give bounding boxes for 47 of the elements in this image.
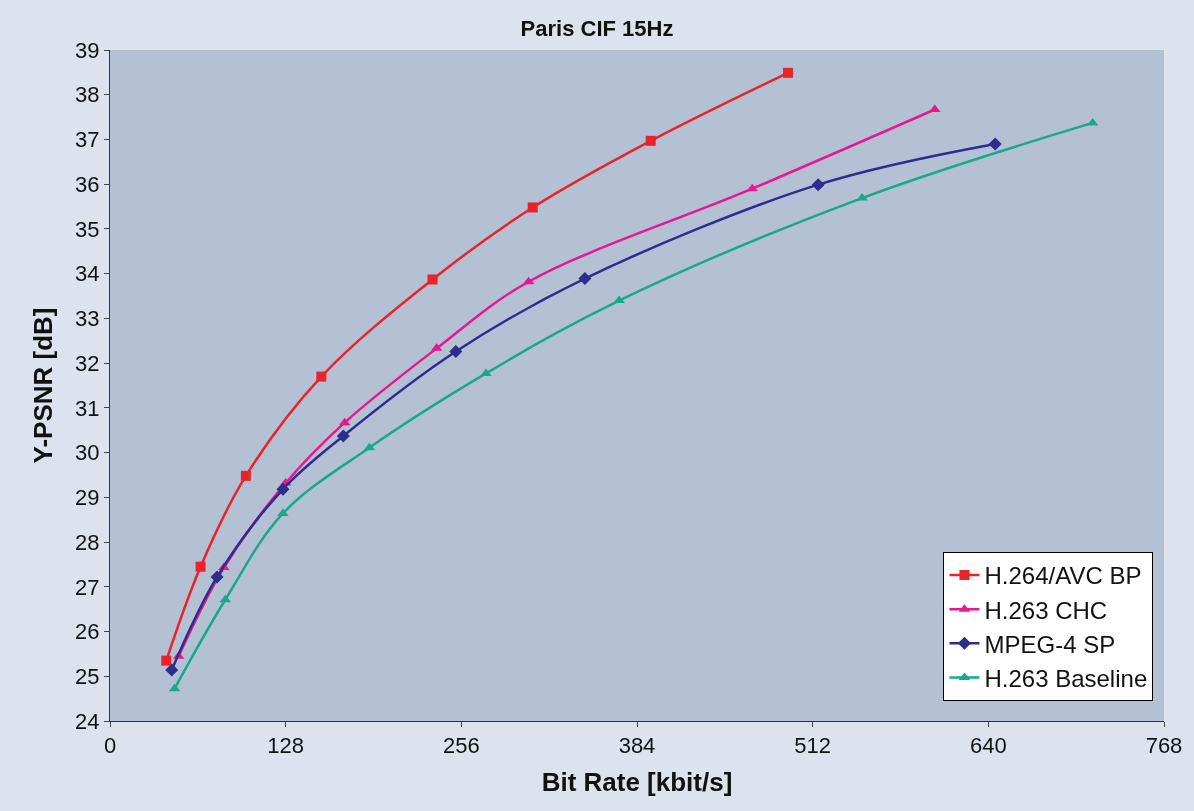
y-tick-label: 39 [75, 37, 100, 63]
y-tick-label: 25 [75, 663, 100, 689]
point [316, 371, 327, 382]
x-tick-label: 768 [1145, 733, 1183, 759]
y-tick-label: 34 [75, 261, 100, 287]
point [613, 295, 625, 304]
y-tick-label: 29 [75, 485, 100, 511]
y-tick-label: 38 [75, 82, 100, 108]
x-axis-title: Bit Rate [kbit/s] [541, 767, 733, 798]
x-tick-label: 128 [267, 733, 305, 759]
point [782, 67, 793, 78]
point [165, 663, 179, 677]
y-tick-label: 30 [75, 440, 100, 466]
y-tick-label: 24 [75, 708, 100, 734]
y-axis-title: Y-PSNR [dB] [27, 307, 58, 464]
y-tick-label: 37 [75, 127, 100, 153]
y-tick-label: 31 [75, 395, 100, 421]
point [449, 345, 463, 358]
x-tick-label: 640 [969, 733, 1007, 759]
y-tick-label: 33 [75, 306, 100, 332]
point [527, 202, 538, 213]
point [811, 178, 825, 192]
x-tick-label: 512 [794, 733, 832, 759]
x-tick-label: 0 [103, 733, 117, 759]
y-tick-label: 36 [75, 171, 100, 197]
y-tick-label: 35 [75, 216, 100, 242]
x-tick-label: 384 [618, 733, 656, 759]
x-tick-label: 256 [442, 733, 480, 759]
point [240, 470, 251, 481]
y-tick-label: 32 [75, 350, 100, 376]
legend-label: MPEG-4 SP [984, 630, 1116, 658]
point [161, 655, 172, 666]
y-tick-label: 28 [75, 529, 100, 555]
point [427, 274, 438, 285]
point [988, 137, 1002, 151]
legend-label: H.263 Baseline [984, 664, 1148, 692]
legend-label: H.263 CHC [984, 596, 1108, 624]
point [336, 429, 350, 443]
y-tick-label: 27 [75, 574, 100, 600]
legend-label: H.264/AVC BP [984, 562, 1142, 590]
point [210, 570, 224, 584]
y-tick-label: 26 [75, 619, 100, 645]
chart-title: Paris CIF 15Hz [520, 15, 674, 41]
point [645, 135, 656, 146]
point [578, 272, 592, 286]
point [195, 561, 206, 572]
point [276, 482, 290, 496]
